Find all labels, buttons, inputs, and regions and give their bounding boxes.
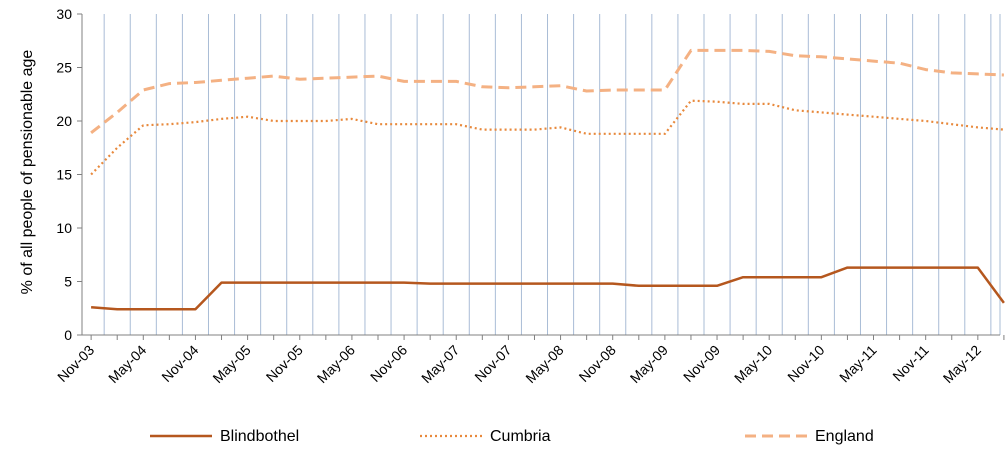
legend-label-england: England (815, 428, 874, 445)
y-tick-label: 5 (64, 274, 72, 290)
legend-label-cumbria: Cumbria (490, 428, 551, 445)
x-tick-label: Nov-04 (158, 342, 201, 385)
series-line-blindbothel (90, 266, 1005, 311)
x-tick-label: May-11 (836, 342, 880, 386)
x-tick-label: Nov-08 (576, 342, 619, 385)
x-tick-label: May-05 (209, 342, 253, 386)
y-tick-label: 20 (56, 113, 72, 129)
x-tick-label: Nov-06 (367, 342, 410, 385)
x-tick-label: May-08 (522, 342, 566, 386)
y-tick-label: 30 (56, 6, 72, 22)
y-tick-label: 15 (56, 167, 72, 183)
axes (81, 14, 1000, 336)
x-tick-label: May-09 (627, 342, 671, 386)
x-tick-label: May-12 (940, 342, 984, 386)
x-tick-label: Nov-03 (54, 342, 97, 385)
y-tick-label: 25 (56, 60, 72, 76)
x-tick-label: Nov-09 (680, 342, 723, 385)
x-tick-label: Nov-05 (263, 342, 306, 385)
y-tick-label: 10 (56, 220, 72, 236)
y-tick-label: 0 (64, 327, 72, 343)
series-lines (90, 48, 1005, 311)
legend-label-blindbothel: Blindbothel (220, 428, 299, 445)
x-tick-label: May-04 (105, 342, 149, 386)
x-tick-label: May-06 (314, 342, 358, 386)
x-tick-label: May-07 (418, 342, 462, 386)
series-line-cumbria (90, 99, 1004, 176)
x-axis-ticks: Nov-03 May-04 Nov-04 May-05 Nov-05 May-06 Nov-… (54, 335, 1005, 386)
vertical-gridlines (103, 14, 1001, 335)
legend: Blindbothel Cumbria England (150, 428, 874, 445)
y-axis-ticks: 0 5 10 15 20 25 30 (56, 6, 82, 343)
x-tick-label: Nov-07 (471, 342, 514, 385)
x-tick-label: Nov-10 (784, 342, 827, 385)
series-line-england (90, 48, 1004, 134)
y-axis-label: % of all people of pensionable age (19, 50, 36, 295)
x-tick-label: May-10 (731, 342, 775, 386)
x-tick-label: Nov-11 (889, 342, 932, 385)
